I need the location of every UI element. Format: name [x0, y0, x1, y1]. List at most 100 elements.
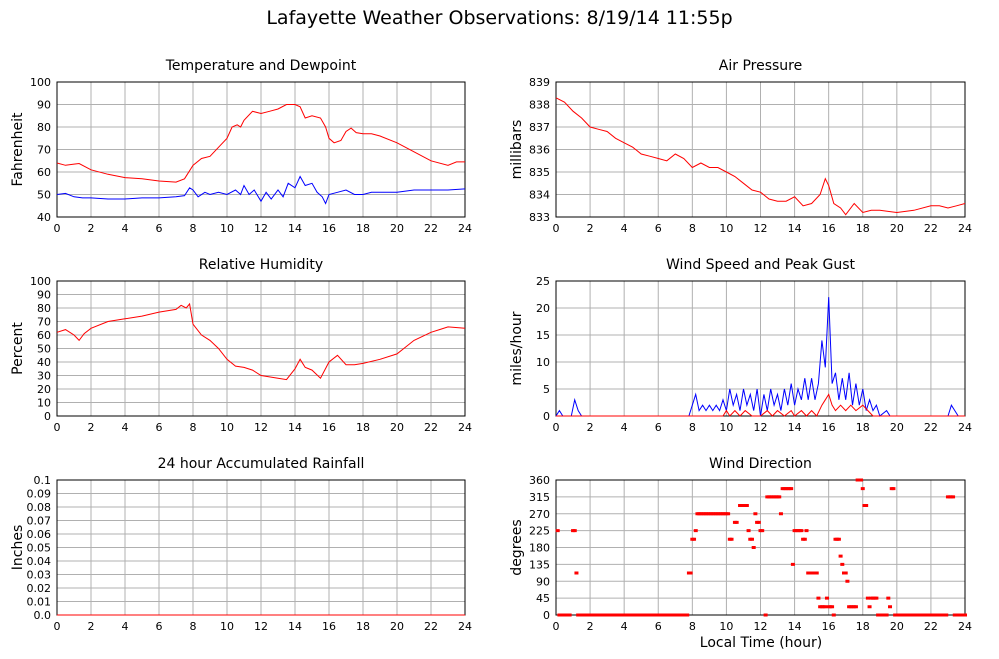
temp-ylabel: Fahrenheit	[10, 112, 26, 187]
direction-point	[647, 613, 652, 617]
wind-ytick-label: 5	[543, 383, 550, 396]
direction-point	[916, 613, 921, 617]
direction-point	[789, 487, 794, 491]
direction-point	[681, 613, 686, 617]
direction-point	[886, 596, 891, 600]
rain-xtick-label: 8	[190, 620, 197, 633]
direction-point	[845, 579, 850, 583]
humidity-xtick-label: 20	[390, 421, 404, 434]
humidity-xtick-label: 8	[190, 421, 197, 434]
direction-point	[952, 613, 957, 617]
humidity-frame	[56, 280, 466, 417]
temp-ytick-label: 60	[37, 166, 51, 179]
direction-ytick-label: 270	[529, 508, 550, 521]
direction-point	[654, 613, 659, 617]
pressure-ytick-label: 839	[529, 76, 550, 89]
direction-ytick-label: 45	[536, 592, 550, 605]
wind-xtick-label: 22	[924, 421, 938, 434]
rain-ytick-label: 0.0	[34, 609, 52, 622]
direction-point	[560, 613, 565, 617]
direction-point	[930, 613, 935, 617]
rain-ytick-label: 0.03	[27, 569, 52, 582]
direction-point	[756, 520, 761, 524]
pressure-xtick-label: 14	[788, 222, 802, 235]
direction-xtick-label: 20	[890, 620, 904, 633]
temp-xtick-label: 0	[54, 222, 61, 235]
rain-xtick-label: 24	[458, 620, 472, 633]
direction-point	[749, 537, 754, 541]
direction-point	[913, 613, 918, 617]
direction-point	[944, 613, 949, 617]
pressure-ytick-label: 834	[529, 189, 550, 202]
pressure-xtick-label: 8	[689, 222, 696, 235]
temp-xtick-label: 12	[254, 222, 268, 235]
humidity-title: Relative Humidity	[199, 257, 323, 273]
direction-point	[576, 613, 581, 617]
direction-point	[910, 613, 915, 617]
rain-ytick-label: 0.06	[27, 528, 52, 541]
direction-point	[744, 504, 749, 507]
direction-point	[688, 571, 693, 575]
direction-point	[893, 613, 898, 617]
temp-title: Temperature and Dewpoint	[165, 58, 357, 74]
wind-xtick-label: 6	[655, 421, 662, 434]
direction-point	[582, 613, 587, 617]
direction-point	[574, 571, 579, 575]
rain-xtick-label: 4	[122, 620, 129, 633]
rain-ytick-label: 0.02	[27, 582, 52, 595]
temp-xtick-label: 6	[156, 222, 163, 235]
direction-point	[600, 613, 605, 617]
humidity-xtick-label: 16	[322, 421, 336, 434]
direction-point	[951, 495, 956, 499]
wind-xtick-label: 20	[890, 421, 904, 434]
direction-point	[572, 529, 577, 533]
direction-point	[843, 571, 848, 575]
direction-point	[623, 613, 628, 617]
wind-xtick-label: 2	[587, 421, 594, 434]
temp-ytick-label: 70	[37, 144, 51, 157]
rain-xtick-label: 12	[254, 620, 268, 633]
direction-point	[564, 613, 569, 617]
direction-point	[751, 546, 756, 549]
wind-ytick-label: 0	[543, 410, 550, 423]
direction-point	[906, 613, 911, 617]
direction-point	[726, 512, 731, 516]
direction-point	[804, 529, 809, 533]
direction-point	[734, 520, 739, 524]
direction-point	[668, 613, 673, 617]
humidity-ytick-label: 30	[37, 370, 51, 383]
direction-point	[729, 537, 734, 541]
direction-point	[838, 554, 843, 558]
direction-point	[567, 613, 572, 617]
direction-point	[693, 529, 698, 533]
pressure-xtick-label: 22	[924, 222, 938, 235]
rain-ytick-label: 0.01	[27, 596, 52, 609]
pressure-xtick-label: 18	[856, 222, 870, 235]
direction-frame	[555, 479, 966, 616]
humidity-ytick-label: 50	[37, 343, 51, 356]
wind-xtick-label: 12	[754, 421, 768, 434]
temp-frame	[56, 81, 466, 218]
humidity-xtick-label: 12	[254, 421, 268, 434]
rain-ylabel: Inches	[10, 525, 26, 570]
wind-xtick-label: 10	[719, 421, 733, 434]
wind-xtick-label: 14	[788, 421, 802, 434]
direction-ytick-label: 225	[529, 525, 550, 538]
pressure-xtick-label: 16	[822, 222, 836, 235]
humidity-xtick-label: 4	[122, 421, 129, 434]
wind-series-0-line	[555, 297, 959, 417]
pressure-xtick-label: 10	[719, 222, 733, 235]
direction-point	[640, 613, 645, 617]
direction-point	[934, 613, 939, 617]
wind-xtick-label: 4	[621, 421, 628, 434]
direction-point	[860, 487, 865, 491]
rain-ytick-label: 0.1	[34, 474, 52, 487]
temp-xtick-label: 16	[322, 222, 336, 235]
direction-point	[651, 613, 656, 617]
humidity-ytick-label: 60	[37, 329, 51, 342]
temp-xtick-label: 8	[190, 222, 197, 235]
humidity-xtick-label: 24	[458, 421, 472, 434]
